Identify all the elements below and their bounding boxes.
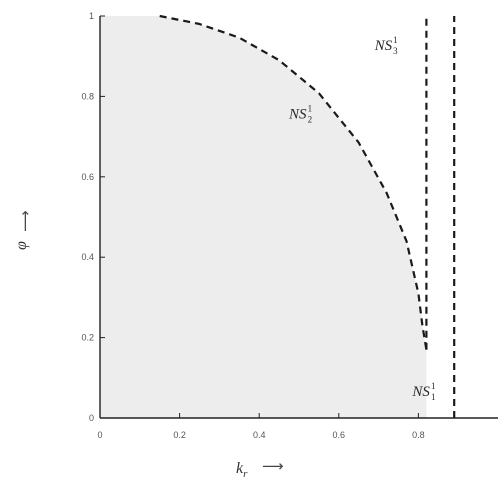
x-tick-label: 0.8 [412,430,425,440]
x-tick-label: 0 [97,430,102,440]
x-tick-label: 0.2 [173,430,186,440]
curve-label-sub: 3 [393,46,398,56]
curve-label-sup: 1 [431,381,436,391]
y-tick-label: 0.8 [81,91,94,101]
shaded-region [100,16,427,418]
y-tick-label: 0.4 [81,252,94,262]
y-axis: 0 0.2 0.4 0.6 0.8 1 [81,11,105,423]
x-tick-label: 0.4 [253,430,266,440]
x-axis-label: kr [236,460,248,480]
curve-label-3: NS 11 [411,381,435,402]
series-layer [159,14,456,418]
curve-label-sup: 1 [308,104,313,114]
curve-label-sub: 2 [308,115,313,125]
y-axis-label: φ [13,241,30,250]
series-line-1 [159,14,428,350]
x-tick-label: 0.6 [333,430,346,440]
curve-label-2: NS 13 [374,35,399,56]
axis-titles: kr ⟶ φ ⟶ [13,210,284,480]
y-tick-label: 0 [89,413,94,423]
x-axis: 0 0.2 0.4 0.6 0.8 [97,413,498,440]
y-tick-label: 0.2 [81,333,94,343]
curve-label-main: NS [411,384,430,400]
curve-label-sup: 1 [393,35,398,45]
y-tick-label: 0.6 [81,172,94,182]
curve-label-sub: 1 [431,392,436,402]
y-tick-label: 1 [89,11,94,21]
curve-label-1: NS 12 [288,104,312,125]
y-axis-arrow: ⟶ [16,210,34,232]
x-axis-arrow: ⟶ [262,457,284,475]
curve-label-main: NS [374,38,393,54]
curve-label-main: NS [288,107,307,123]
